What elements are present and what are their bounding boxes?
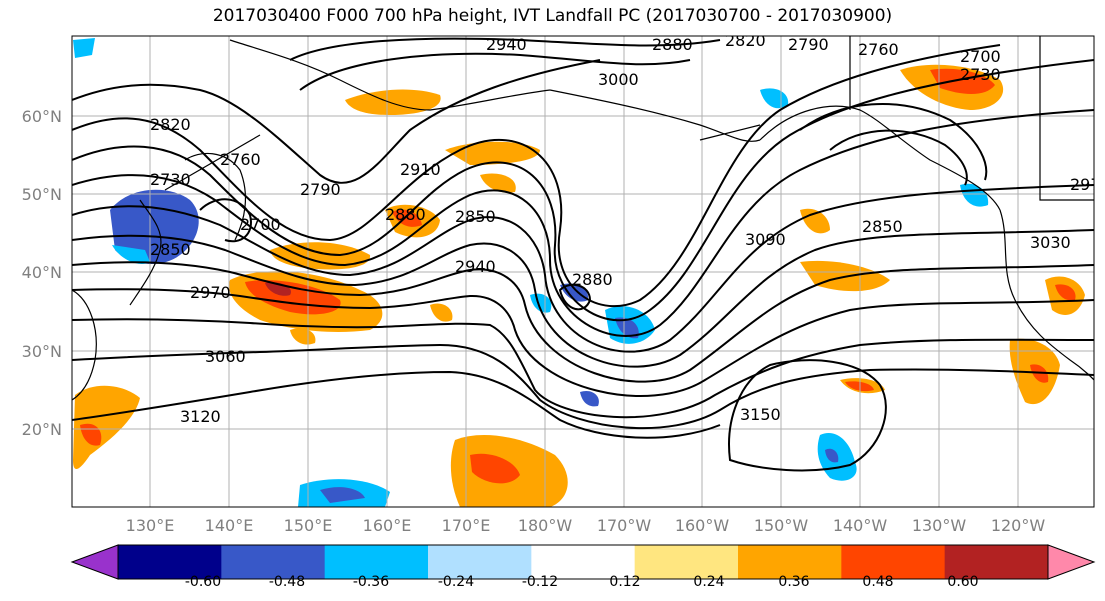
contour-label: 2880: [385, 205, 426, 224]
contour-label: 2820: [725, 31, 766, 50]
colorbar-segment: [841, 545, 946, 579]
lat-tick-label: 20°N: [22, 420, 62, 439]
contour-label: 2850: [862, 217, 903, 236]
lon-tick-label: 150°W: [754, 516, 809, 535]
contour-label: 2700: [960, 47, 1001, 66]
contour-label: 2940: [486, 35, 527, 54]
colorbar-tick-label: -0.48: [269, 574, 305, 590]
contour-label: 3150: [740, 405, 781, 424]
colorbar-tick-label: -0.36: [353, 574, 389, 590]
colorbar-segment: [531, 545, 636, 579]
lon-tick-label: 180°W: [518, 516, 573, 535]
colorbar-labels: -0.60 -0.48 -0.36 -0.24 -0.12 0.12 0.24 …: [185, 574, 979, 590]
colorbar-segment: [118, 545, 222, 579]
lat-axis: 60°N 50°N 40°N 30°N 20°N: [22, 107, 62, 439]
contour-labels: 2940 2880 2820 2790 2760 2700 2730 3000 …: [150, 31, 1105, 426]
colorbar-tick-label: 0.12: [609, 574, 640, 590]
height-contours: [72, 37, 1094, 472]
colorbar-tick-label: -0.12: [522, 574, 558, 590]
lon-tick-label: 150°E: [284, 516, 333, 535]
map-title: 2017030400 F000 700 hPa height, IVT Land…: [212, 6, 893, 26]
colorbar-tick-label: 0.60: [947, 574, 978, 590]
colorbar-tick-label: -0.60: [185, 574, 221, 590]
colorbar-tick-label: 0.36: [778, 574, 809, 590]
lon-axis: 130°E 140°E 150°E 160°E 170°E 180°W 170°…: [126, 516, 1046, 535]
colorbar-segment: [944, 545, 1049, 579]
colorbar-extend-low: [70, 544, 119, 580]
contour-label: 2880: [652, 35, 693, 54]
lon-tick-label: 170°W: [597, 516, 652, 535]
contour-label: 2760: [220, 150, 261, 169]
lon-tick-label: 170°E: [442, 516, 491, 535]
contour-label: 2850: [150, 240, 191, 259]
lat-tick-label: 40°N: [22, 263, 62, 282]
colorbar-tick-label: 0.48: [862, 574, 893, 590]
lon-tick-label: 140°W: [833, 516, 888, 535]
colorbar-segment: [221, 545, 326, 579]
graticule: [72, 36, 1094, 507]
contour-label: 2730: [150, 170, 191, 189]
colorbar: [70, 544, 1096, 580]
contour-label: 2820: [150, 115, 191, 134]
contour-label: 2910: [400, 160, 441, 179]
contour-label: 2970: [190, 283, 231, 302]
lon-tick-label: 130°E: [126, 516, 175, 535]
lat-tick-label: 60°N: [22, 107, 62, 126]
lon-tick-label: 160°E: [363, 516, 412, 535]
lat-tick-label: 30°N: [22, 342, 62, 361]
colorbar-segment: [738, 545, 842, 579]
contour-label: 3000: [598, 70, 639, 89]
colorbar-tick-label: -0.24: [438, 574, 474, 590]
contour-label: 2790: [300, 180, 341, 199]
contour-label: 3120: [180, 407, 221, 426]
contour-label: 2760: [858, 40, 899, 59]
colorbar-segment: [428, 545, 532, 579]
contour-label: 2880: [572, 270, 613, 289]
contour-label: 3090: [745, 230, 786, 249]
colorbar-segment: [324, 545, 429, 579]
lon-tick-label: 130°W: [912, 516, 967, 535]
contour-label: 3060: [205, 347, 246, 366]
contour-label: 2730: [960, 65, 1001, 84]
contour-label: 2850: [455, 207, 496, 226]
contour-label: 2940: [455, 257, 496, 276]
lon-tick-label: 120°W: [991, 516, 1046, 535]
contour-label: 2790: [788, 35, 829, 54]
lon-tick-label: 160°W: [675, 516, 730, 535]
colorbar-tick-label: 0.24: [693, 574, 724, 590]
plot-frame: [71, 35, 1095, 508]
colorbar-segment: [634, 545, 739, 579]
lat-tick-label: 50°N: [22, 185, 62, 204]
colorbar-extend-high: [1047, 544, 1096, 580]
colorbar-outline: [117, 544, 1049, 580]
contour-label: 2700: [240, 215, 281, 234]
contour-label: 2970: [1070, 175, 1105, 194]
lon-tick-label: 140°E: [205, 516, 254, 535]
contour-label: 3030: [1030, 233, 1071, 252]
